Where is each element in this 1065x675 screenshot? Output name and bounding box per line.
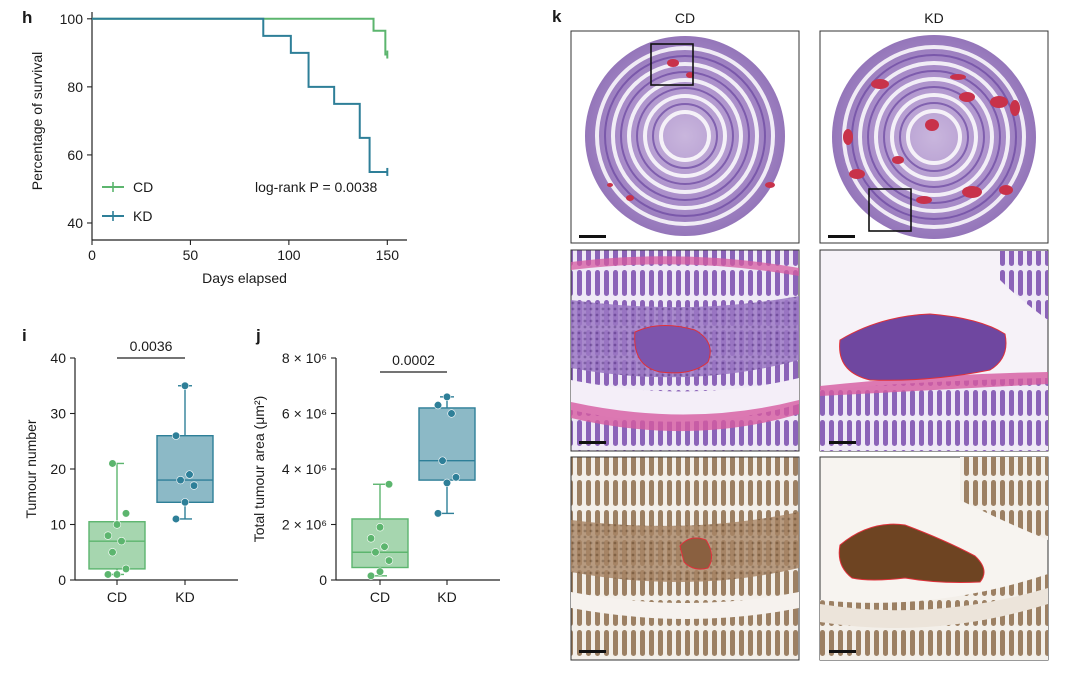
data-point <box>438 456 447 465</box>
panel-i-tumour-number: i 0 10 20 30 40 CD KD Tumour number 0.0036 <box>22 326 238 605</box>
y-tick-label: 2 × 10⁶ <box>282 517 327 533</box>
x-tick-label: 50 <box>183 247 199 263</box>
inset-box-cd <box>650 43 694 86</box>
data-point <box>171 431 181 440</box>
panel-label-i: i <box>22 326 27 345</box>
scale-bar <box>579 650 606 653</box>
data-point <box>171 514 181 524</box>
scale-bar <box>579 235 606 238</box>
data-point <box>180 381 190 390</box>
scale-bar <box>579 441 606 444</box>
survival-legend: CD KD <box>102 179 153 224</box>
data-point <box>451 473 461 482</box>
survival-axes: 0 50 100 150 40 60 80 100 Days elapsed Percentage… <box>29 11 407 286</box>
y-tick-label: 6 × 10⁶ <box>282 406 327 422</box>
data-point <box>371 548 380 557</box>
legend-label-cd: CD <box>133 179 153 195</box>
data-point <box>121 509 131 518</box>
logrank-annotation: log-rank P = 0.0038 <box>255 179 378 195</box>
histology-kd-overview <box>819 30 1049 244</box>
y-tick-label: 30 <box>50 406 66 422</box>
histology-cd-he-magnified <box>570 249 800 452</box>
data-point <box>375 567 385 576</box>
legend-label-kd: KD <box>133 208 152 224</box>
y-tick-label: 10 <box>50 517 66 533</box>
y-axis-title: Percentage of survival <box>29 52 45 191</box>
data-point <box>384 556 394 565</box>
data-point <box>366 571 376 580</box>
survival-curve-kd <box>92 17 388 173</box>
x-tick-label: KD <box>175 589 194 605</box>
p-value-label: 0.0036 <box>130 338 173 354</box>
y-tick-label: 40 <box>50 350 66 366</box>
histology-cd-ihc-magnified <box>570 456 800 661</box>
y-tick-label: 100 <box>60 11 84 27</box>
y-axis-title: Total tumour area (μm²) <box>251 396 267 543</box>
y-tick-label: 20 <box>50 461 66 477</box>
data-point <box>366 534 376 543</box>
column-label-kd: KD <box>924 10 943 26</box>
y-tick-label: 40 <box>67 215 83 231</box>
data-point <box>185 470 194 479</box>
histology-cd-overview <box>570 30 800 244</box>
scale-bar <box>828 235 855 238</box>
panel-label-h: h <box>22 8 32 27</box>
histology-kd-he-magnified <box>819 249 1049 452</box>
tumour-number-boxes: 0.0036 <box>88 338 214 579</box>
data-point <box>121 564 131 574</box>
y-tick-label: 8 × 10⁶ <box>282 350 327 366</box>
data-point <box>103 570 113 579</box>
data-point <box>442 392 452 401</box>
tumour-area-boxes: 0.0002 <box>351 352 476 580</box>
data-point <box>189 481 199 490</box>
x-tick-label: CD <box>370 589 390 605</box>
data-point <box>176 476 185 485</box>
y-tick-label: 0 <box>319 572 327 588</box>
survival-curves <box>92 17 389 176</box>
x-tick-label: KD <box>437 589 456 605</box>
data-point <box>433 509 443 518</box>
data-point <box>447 409 456 418</box>
panel-h-survival-plot: h 0 50 100 150 40 60 80 100 Days elapsed Percenta… <box>22 8 407 286</box>
panel-j-tumour-area: j 0 2 × 10⁶ 4 × 10⁶ 6 × 10⁶ 8 × 10⁶ CD KD Total… <box>251 326 500 605</box>
data-point <box>180 498 190 507</box>
box-kd <box>156 435 214 504</box>
scale-bar <box>829 650 856 653</box>
data-point <box>380 542 389 551</box>
data-point <box>108 548 117 557</box>
data-point <box>112 520 122 529</box>
y-tick-label: 80 <box>67 79 83 95</box>
tumour-number-axes: 0 10 20 30 40 CD KD Tumour number <box>23 350 238 605</box>
data-point <box>375 523 385 532</box>
x-tick-label: 150 <box>376 247 400 263</box>
y-tick-label: 60 <box>67 147 83 163</box>
x-axis-title: Days elapsed <box>202 270 287 286</box>
data-point <box>112 570 122 579</box>
tumour-area-axes: 0 2 × 10⁶ 4 × 10⁶ 6 × 10⁶ 8 × 10⁶ CD KD Total t… <box>251 350 500 605</box>
panel-label-k: k <box>552 7 562 26</box>
x-tick-label: 100 <box>277 247 301 263</box>
data-point <box>103 531 113 540</box>
box-cd <box>88 521 146 570</box>
histology-kd-ihc-magnified <box>819 456 1049 661</box>
y-tick-label: 4 × 10⁶ <box>282 461 327 477</box>
x-tick-label: 0 <box>88 247 96 263</box>
data-point <box>384 480 394 489</box>
data-point <box>442 478 452 487</box>
y-tick-label: 0 <box>58 572 66 588</box>
box-kd <box>418 407 476 481</box>
data-point <box>117 537 126 546</box>
column-label-cd: CD <box>675 10 695 26</box>
p-value-label: 0.0002 <box>392 352 435 368</box>
data-point <box>108 459 117 468</box>
data-point <box>433 401 443 410</box>
survival-curve-cd <box>92 17 388 56</box>
panel-label-j: j <box>255 326 261 345</box>
scale-bar <box>829 441 856 444</box>
x-tick-label: CD <box>107 589 127 605</box>
y-axis-title: Tumour number <box>23 419 39 518</box>
inset-box-kd <box>868 188 912 232</box>
panel-k-histology: k CD KD <box>552 7 1049 661</box>
